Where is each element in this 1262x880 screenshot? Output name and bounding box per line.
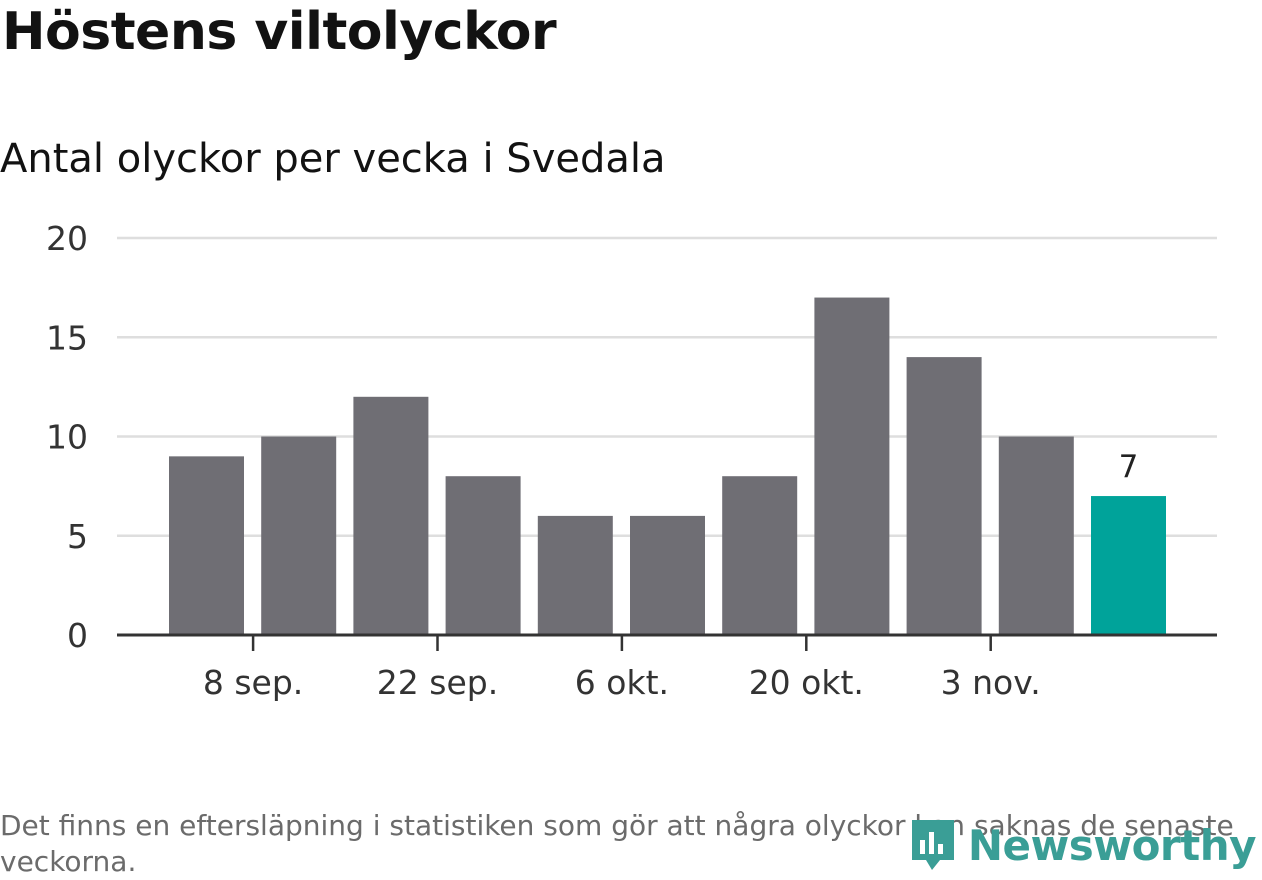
bar-3 nov. xyxy=(998,436,1074,635)
bar-1 sep. xyxy=(169,456,244,635)
bar-27 okt. xyxy=(906,357,982,635)
x-tick-label: 8 sep. xyxy=(203,663,303,702)
y-tick-label: 0 xyxy=(67,616,88,655)
y-tick-label: 5 xyxy=(67,517,88,556)
x-tick-label: 3 nov. xyxy=(941,663,1041,702)
x-tick-label: 6 okt. xyxy=(575,663,669,702)
bar-chart: 0 5 10 15 20 7 8 sep. 22 sep. 6 okt. 20 okt. 3 n… xyxy=(46,219,1217,702)
y-tick-label: 10 xyxy=(46,418,88,457)
bar-15 sep. xyxy=(353,396,429,635)
bar-10 nov. xyxy=(1091,496,1166,635)
bar-29 sep. xyxy=(537,515,613,635)
bar-13 okt. xyxy=(722,476,798,635)
bar-6 okt. xyxy=(630,515,705,635)
bar-22 sep. xyxy=(445,476,521,635)
x-axis-ticks: 8 sep. 22 sep. 6 okt. 20 okt. 3 nov. xyxy=(203,635,1041,702)
x-tick-label: 22 sep. xyxy=(377,663,498,702)
chart-subtitle: Antal olyckor per vecka i Svedala xyxy=(0,136,666,182)
y-tick-label: 15 xyxy=(46,318,88,357)
newsworthy-logo: Newsworthy xyxy=(908,818,1257,872)
y-tick-label: 20 xyxy=(46,219,88,258)
y-axis-ticks: 0 5 10 15 20 xyxy=(46,219,88,655)
bar-8 sep. xyxy=(261,436,337,635)
value-labels: 7 xyxy=(1119,449,1139,485)
newsworthy-logo-text: Newsworthy xyxy=(967,820,1257,870)
footnote: Det finns en eftersläpning i statistiken… xyxy=(0,809,1234,878)
x-tick-label: 20 okt. xyxy=(749,663,864,702)
newsworthy-logo-icon xyxy=(911,820,954,870)
bar-value-label: 7 xyxy=(1119,449,1139,485)
bars xyxy=(169,297,1166,635)
bar-20 okt. xyxy=(814,297,890,635)
chart-title: Höstens viltolyckor xyxy=(2,2,557,62)
